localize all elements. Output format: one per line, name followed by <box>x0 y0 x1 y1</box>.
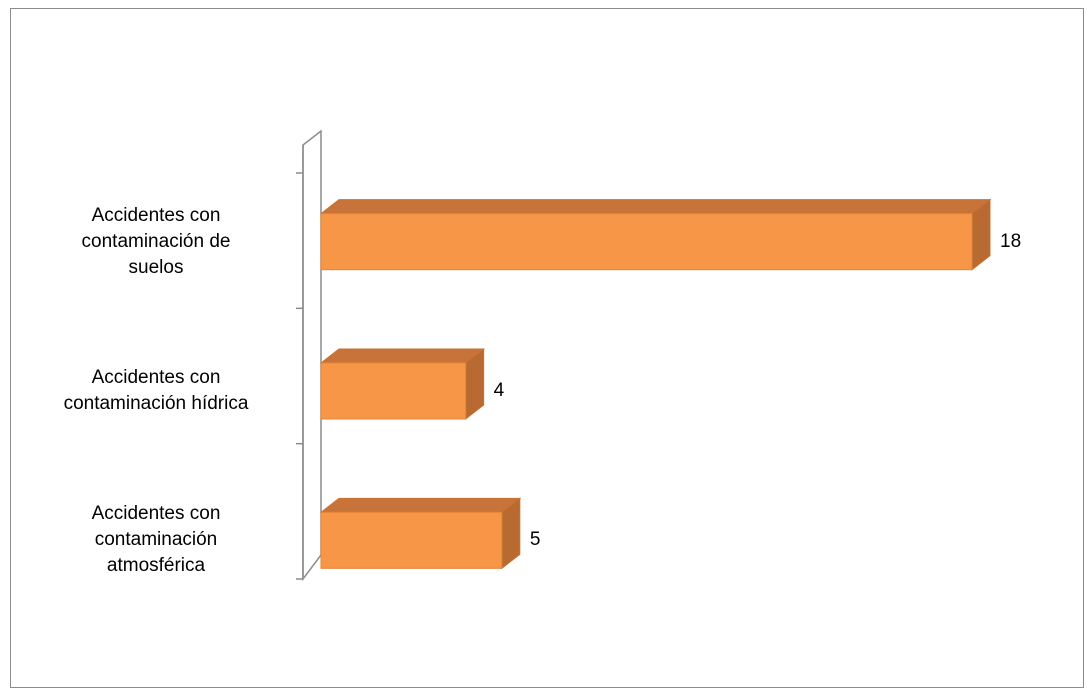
category-label-line: Accidentes con <box>91 367 221 388</box>
category-label: Accidentes con contaminación hídrica <box>41 365 271 417</box>
bar-top-face <box>319 348 486 364</box>
category-label-line: contaminación hídrica <box>63 393 249 414</box>
chart-frame: 18 Accidentes con contaminación de suelos 4 A… <box>10 8 1084 688</box>
data-label: 4 <box>493 380 505 401</box>
bar <box>320 511 503 569</box>
category-label-line: suelos <box>128 256 184 278</box>
category-label: Accidentes con contaminación de suelos <box>41 203 271 281</box>
bar <box>320 362 467 420</box>
category-label-line: contaminación <box>94 529 218 551</box>
bar-top-face <box>319 497 522 513</box>
bar <box>320 213 973 271</box>
category-label-line: Accidentes con <box>91 204 221 226</box>
category-label-line: contaminación de <box>81 230 231 252</box>
category-label-line: Accidentes con <box>91 503 221 525</box>
bar-top-face <box>319 199 992 215</box>
category-label-line: atmosférica <box>106 555 206 577</box>
data-label: 5 <box>529 529 541 551</box>
axis-wall <box>302 129 322 582</box>
chart-plot <box>296 129 992 582</box>
category-label: Accidentes con contaminación atmosférica <box>41 501 271 579</box>
data-label: 18 <box>1000 230 1022 252</box>
